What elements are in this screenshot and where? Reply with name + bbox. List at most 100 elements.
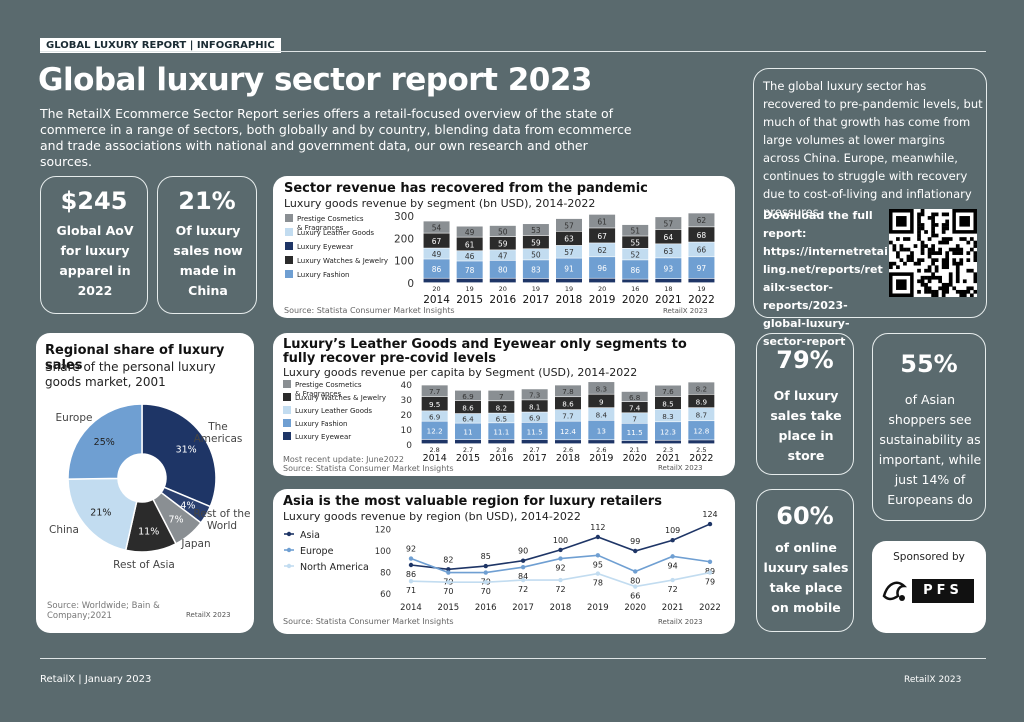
qr-module — [955, 265, 960, 270]
qr-module — [920, 226, 925, 231]
data-label: 8.7 — [696, 411, 707, 420]
data-point — [520, 564, 526, 570]
data-label: 7.8 — [562, 387, 574, 396]
x-tick-label: 2020 — [623, 453, 647, 464]
slice-label: World — [207, 520, 237, 532]
qr-module — [952, 286, 957, 291]
data-label: 20 — [499, 285, 507, 293]
qr-module — [920, 244, 925, 248]
y-tick-label: 120 — [375, 525, 391, 535]
data-label: 12.3 — [660, 427, 676, 436]
data-label: 91 — [564, 265, 574, 274]
qr-module — [938, 279, 942, 284]
qr-module — [969, 247, 974, 252]
data-label: 8.9 — [696, 397, 708, 406]
legend-label: Luxury Watches & Jewelry — [295, 394, 386, 402]
pie-title: Regional share of luxury sales — [45, 343, 225, 373]
data-label: 70 — [481, 587, 491, 596]
qr-module — [927, 286, 932, 291]
qr-module — [934, 289, 939, 294]
qr-module — [896, 265, 900, 270]
bar-segment — [522, 235, 549, 249]
stat-china-text: Of luxury sales now made in China — [173, 223, 243, 298]
bar-segment — [423, 248, 450, 259]
sponsor-logo[interactable]: PFS — [912, 579, 974, 603]
qr-module — [931, 233, 935, 238]
qr-module — [931, 275, 935, 280]
qr-module — [917, 226, 921, 231]
bar-segment — [655, 244, 682, 258]
data-label: 55 — [630, 238, 640, 247]
x-tick-label: 2020 — [622, 294, 649, 306]
x-tick-label: 2021 — [656, 453, 680, 464]
qr-module — [917, 216, 921, 220]
pie-slice — [67, 403, 143, 480]
bar-segment — [589, 214, 616, 228]
legend-swatch — [285, 270, 293, 278]
qr-module — [899, 258, 904, 262]
qr-module — [938, 247, 942, 252]
data-label: 90 — [518, 547, 528, 556]
qr-module — [931, 289, 935, 294]
qr-module — [920, 240, 925, 245]
bar-segment — [688, 242, 715, 257]
bar-segment — [521, 389, 548, 400]
slice-label: China — [49, 524, 79, 536]
qr-module — [934, 251, 939, 255]
bar-segment — [588, 408, 615, 420]
qr-module — [931, 244, 935, 248]
data-label: 2.8 — [496, 446, 506, 454]
download-link[interactable]: Download the full report: https://intern… — [763, 209, 888, 348]
legend-swatch — [285, 256, 293, 264]
qr-module — [934, 293, 939, 297]
bar-segment — [655, 229, 682, 244]
data-label: 78 — [465, 266, 475, 275]
data-label: 80 — [498, 266, 508, 275]
chart3-subtitle: Luxury goods revenue by region (bn USD),… — [283, 510, 581, 523]
pie-slice — [141, 403, 217, 508]
data-point — [446, 570, 451, 575]
intro-text: The RetailX Ecommerce Sector Report seri… — [40, 106, 632, 169]
data-point — [707, 559, 713, 564]
legend-label: Luxury Leather Goods — [295, 407, 372, 415]
qr-module — [927, 265, 932, 270]
chart3-svg: 60 80 100 120 2014 2015 2016 2017 2018 2019 2020 20… — [284, 510, 721, 613]
legend-label: Luxury Fashion — [295, 420, 347, 428]
data-point — [520, 577, 526, 583]
data-label: 100 — [553, 536, 568, 545]
qr-module — [973, 258, 977, 262]
qr-module — [966, 240, 971, 245]
qr-module — [948, 279, 953, 284]
qr-code-icon[interactable] — [889, 209, 977, 297]
qr-module — [941, 293, 946, 297]
x-tick-label: 2014 — [400, 603, 422, 613]
bar-segment — [688, 227, 715, 242]
qr-module — [927, 275, 932, 280]
legend-label: Luxury Fashion — [297, 271, 349, 279]
data-label: 6.9 — [462, 392, 474, 401]
data-label: 57 — [664, 219, 674, 228]
x-tick-label: 2015 — [456, 453, 480, 464]
data-label: 11.5 — [527, 427, 543, 436]
qr-module — [962, 289, 967, 294]
stat-aov-value: $245 — [60, 187, 128, 215]
qr-module — [952, 261, 957, 266]
data-label: 84 — [518, 572, 528, 581]
chart1-subtitle: Luxury goods revenue by segment (bn USD)… — [284, 197, 596, 210]
qr-module — [966, 251, 971, 255]
data-label: 63 — [564, 235, 574, 244]
qr-module — [927, 237, 932, 241]
data-point — [558, 547, 563, 553]
summary-panel: The global luxury sector has recovered t… — [753, 68, 987, 348]
bar-segment — [489, 236, 516, 250]
x-tick-label: 2022 — [688, 294, 715, 306]
data-label: 2.7 — [529, 446, 539, 454]
chart2-note: Most recent update: June2022 — [283, 455, 404, 464]
qr-module — [959, 293, 964, 297]
qr-module — [941, 226, 946, 231]
x-tick-label: 2016 — [489, 453, 513, 464]
data-label: 82 — [443, 555, 453, 564]
qr-module — [899, 244, 904, 248]
data-label: 72 — [555, 585, 565, 594]
bar-segment — [521, 422, 548, 440]
